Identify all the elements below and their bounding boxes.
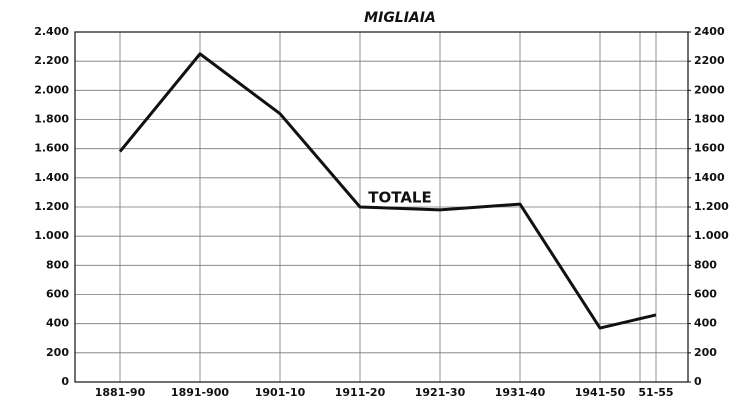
y-tick-label: 400 <box>46 317 69 330</box>
y-tick-label: 1.600 <box>34 142 69 155</box>
y-tick-label: 0 <box>61 375 69 388</box>
y-tick-label: 2.400 <box>34 25 69 38</box>
y2-tick-label: 0 <box>694 375 702 388</box>
y2-tick-label: 2000 <box>694 83 725 96</box>
x-tick-label: 1901-10 <box>255 386 306 399</box>
annotation: TOTALE <box>368 189 431 207</box>
x-tick-label: 1921-30 <box>415 386 466 399</box>
x-tick-label: 1881-90 <box>95 386 146 399</box>
x-tick-label: 1931-40 <box>495 386 546 399</box>
y2-tick-label: 1.200 <box>694 200 729 213</box>
y2-tick-label: 2400 <box>694 25 725 38</box>
y2-tick-label: 2200 <box>694 54 725 67</box>
y2-tick-label: 200 <box>694 346 717 359</box>
x-tick-label: 1941-50 <box>575 386 626 399</box>
y-tick-label: 600 <box>46 288 69 301</box>
y2-tick-label: 1400 <box>694 171 725 184</box>
x-tick-label: 1891-900 <box>171 386 229 399</box>
y-tick-label: 1.400 <box>34 171 69 184</box>
x-tick-label: 51-55 <box>638 386 673 399</box>
y-tick-label: 2.000 <box>34 83 69 96</box>
y-tick-label: 800 <box>46 258 69 271</box>
y-tick-label: 2.200 <box>34 54 69 67</box>
y2-tick-label: 1600 <box>694 142 725 155</box>
y2-tick-label: 800 <box>694 258 717 271</box>
chart-title: MIGLIAIA <box>364 10 436 26</box>
y-tick-label: 200 <box>46 346 69 359</box>
x-tick-label: 1911-20 <box>335 386 386 399</box>
plot-frame <box>74 31 689 383</box>
y-tick-label: 1.200 <box>34 200 69 213</box>
y2-tick-label: 400 <box>694 317 717 330</box>
y-tick-label: 1.800 <box>34 113 69 126</box>
y2-tick-label: 600 <box>694 288 717 301</box>
y2-tick-label: 1.000 <box>694 229 729 242</box>
line <box>118 52 657 330</box>
y2-tick-label: 1800 <box>694 113 725 126</box>
y-tick-label: 1.000 <box>34 229 69 242</box>
